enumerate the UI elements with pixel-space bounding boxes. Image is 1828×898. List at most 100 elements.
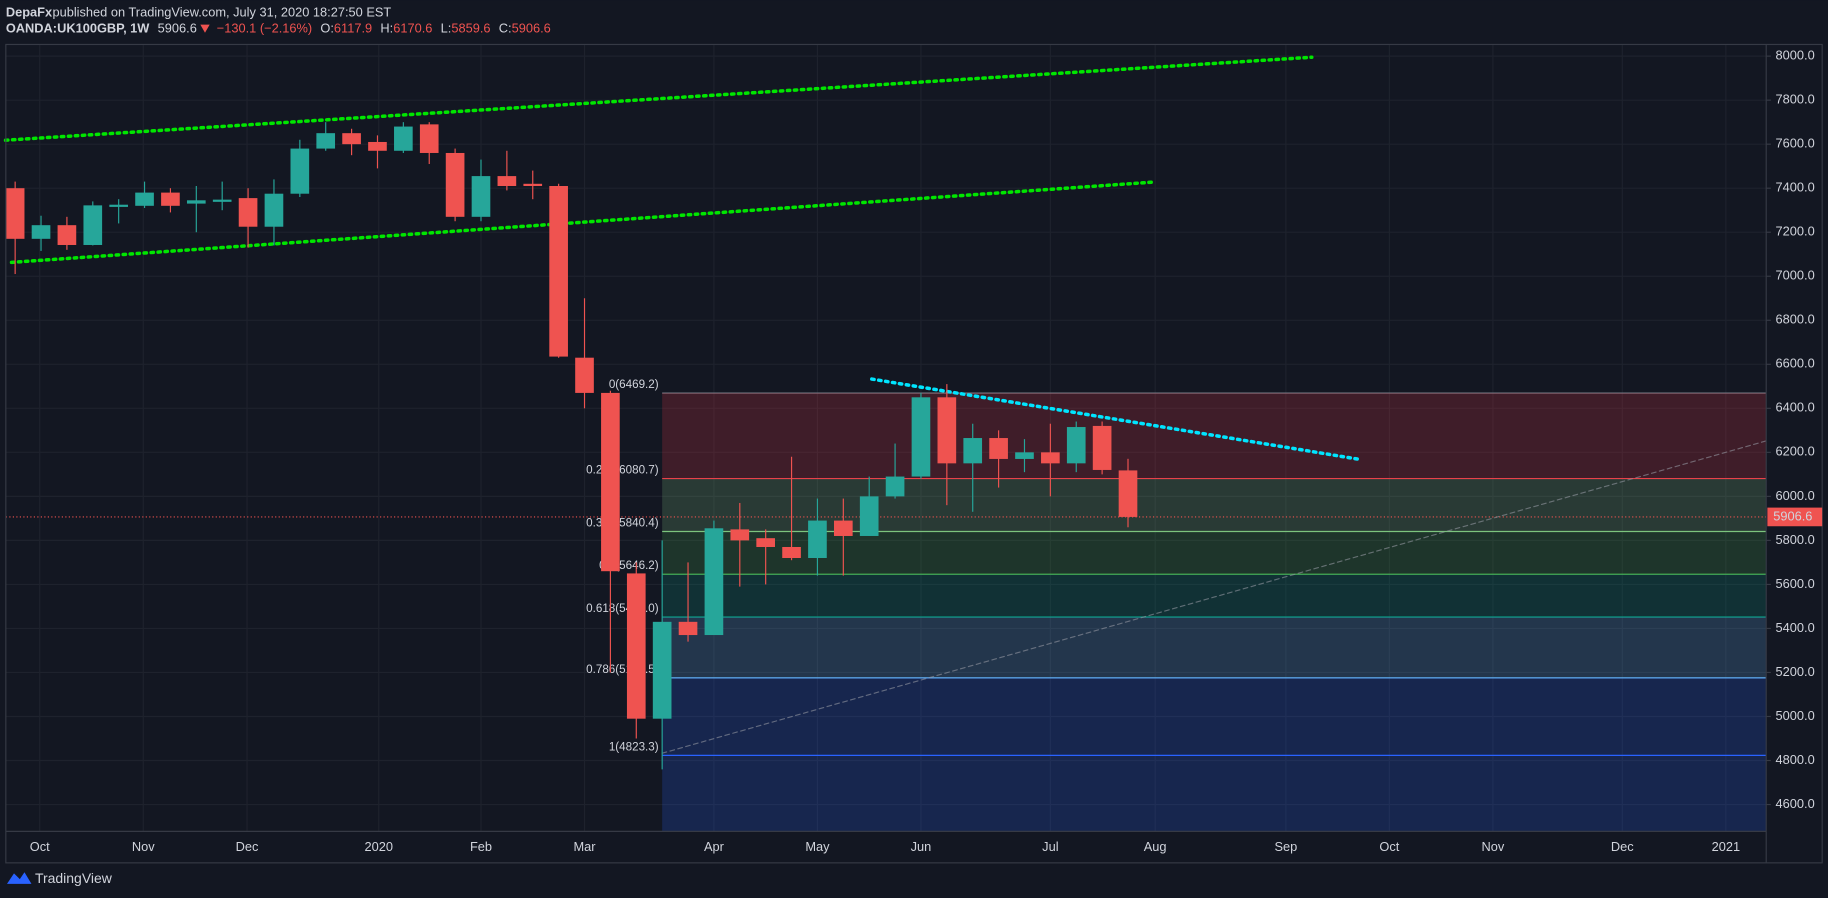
x-tick-label: Apr (704, 839, 725, 854)
candle-body (238, 198, 258, 227)
y-tick-label: 4800.0 (1776, 752, 1815, 767)
l-value: 5859.6 (451, 21, 490, 36)
y-tick-label: 4600.0 (1776, 796, 1815, 811)
x-tick-label: Mar (573, 839, 596, 854)
y-tick-label: 7200.0 (1776, 224, 1815, 239)
candle-body (368, 141, 387, 151)
candle-body (885, 476, 905, 497)
y-tick-label: 5600.0 (1776, 576, 1815, 591)
fib-zone (662, 755, 1767, 832)
brand: TradingView (35, 870, 113, 886)
y-tick-label: 7400.0 (1776, 180, 1815, 195)
candle-body (626, 573, 646, 719)
fib-label: 0.382(5840.4) (586, 516, 659, 529)
candle-body (186, 200, 206, 204)
candle-body (575, 357, 594, 393)
x-tick-label: Dec (236, 839, 259, 854)
fib-zone (662, 478, 1767, 532)
h-label: H: (380, 21, 393, 36)
plot: 0(6469.2)0.236(6080.7)0.382(5840.4)0.5(5… (3, 44, 1767, 832)
candle-body (652, 621, 672, 719)
y-tick-label: 5200.0 (1776, 664, 1815, 679)
trendline (9, 180, 1156, 265)
y-tick-label: 5400.0 (1776, 620, 1815, 635)
y-tick-label: 5000.0 (1776, 708, 1815, 723)
fib-zone (662, 616, 1767, 678)
candle-body (83, 205, 103, 245)
x-tick-label: 2020 (365, 839, 394, 854)
candle-body (937, 397, 957, 464)
candle-body (963, 438, 983, 464)
x-tick-label: Aug (1144, 839, 1167, 854)
y-tick-label: 6800.0 (1776, 312, 1815, 327)
fib-label: 0.786(5175.5) (586, 663, 659, 676)
candle-body (212, 199, 232, 202)
x-tick-label: Jul (1042, 839, 1058, 854)
candle-body (342, 133, 361, 145)
fib-zone (662, 677, 1767, 756)
candle-body (756, 538, 776, 547)
candle-body (109, 204, 128, 207)
candle-body (471, 176, 491, 217)
y-tick-label: 8000.0 (1776, 48, 1815, 63)
last-price-label: 5906.6 (1773, 508, 1812, 523)
candle-body (1066, 427, 1086, 464)
fib-label: 0(6469.2) (609, 378, 659, 391)
trendline (661, 440, 1767, 754)
logo-icon (6, 872, 32, 884)
y-tick-label: 6200.0 (1776, 444, 1815, 459)
o-label: O: (320, 21, 334, 36)
x-tick-label: Oct (30, 839, 50, 854)
candle-body (290, 148, 310, 194)
y-tick-label: 5800.0 (1776, 532, 1815, 547)
x-tick-label: Jun (911, 839, 932, 854)
candle-body (419, 124, 439, 153)
y-tick-label: 7800.0 (1776, 92, 1815, 107)
candle-body (161, 192, 180, 206)
candle-body (730, 529, 750, 541)
x-tick-label: 2021 (1712, 839, 1741, 854)
x-tick-label: Nov (1482, 839, 1505, 854)
c-label: C: (499, 21, 512, 36)
fib-label: 1(4823.3) (609, 740, 659, 753)
candle-body (5, 188, 25, 239)
x-tick-label: Feb (470, 839, 492, 854)
trendline (870, 377, 1363, 462)
candle-body (1015, 452, 1034, 459)
candle-body (31, 225, 51, 239)
frame (5, 43, 1823, 864)
candle-body (394, 126, 413, 151)
fib-zone (662, 393, 1767, 479)
candle-body (1092, 425, 1112, 470)
candle-body (135, 192, 154, 206)
author: DepaFx (6, 4, 53, 19)
logo (6, 872, 32, 884)
c-value: 5906.6 (512, 21, 551, 36)
candle-body (782, 546, 801, 558)
candle-body (833, 520, 853, 536)
candle-body (1041, 452, 1060, 464)
fib-label: 0.618(5452.0) (586, 602, 659, 615)
candle-body (57, 225, 77, 245)
candle-body (601, 392, 620, 572)
fib-zone (662, 531, 1767, 575)
x-tick-label: Sep (1274, 839, 1297, 854)
candle-body (1118, 470, 1138, 517)
change-arrow (200, 24, 210, 33)
last-value: 5906.6 (158, 21, 197, 36)
y-tick-label: 7000.0 (1776, 268, 1815, 283)
candle-body (859, 496, 879, 536)
candle-body (911, 397, 931, 477)
x-tick-label: May (805, 839, 830, 854)
symbol-line: OANDA:UK100GBP, 1W 5906.6 −130.1 (−2.16%… (6, 21, 551, 36)
y-tick-label: 6000.0 (1776, 488, 1815, 503)
trendline (3, 55, 1314, 142)
candle-body (523, 183, 543, 186)
candle-body (704, 528, 724, 636)
x-tick-label: Nov (132, 839, 155, 854)
candle-body (808, 520, 827, 558)
y-tick-label: 6400.0 (1776, 400, 1815, 415)
o-value: 6117.9 (334, 21, 372, 36)
